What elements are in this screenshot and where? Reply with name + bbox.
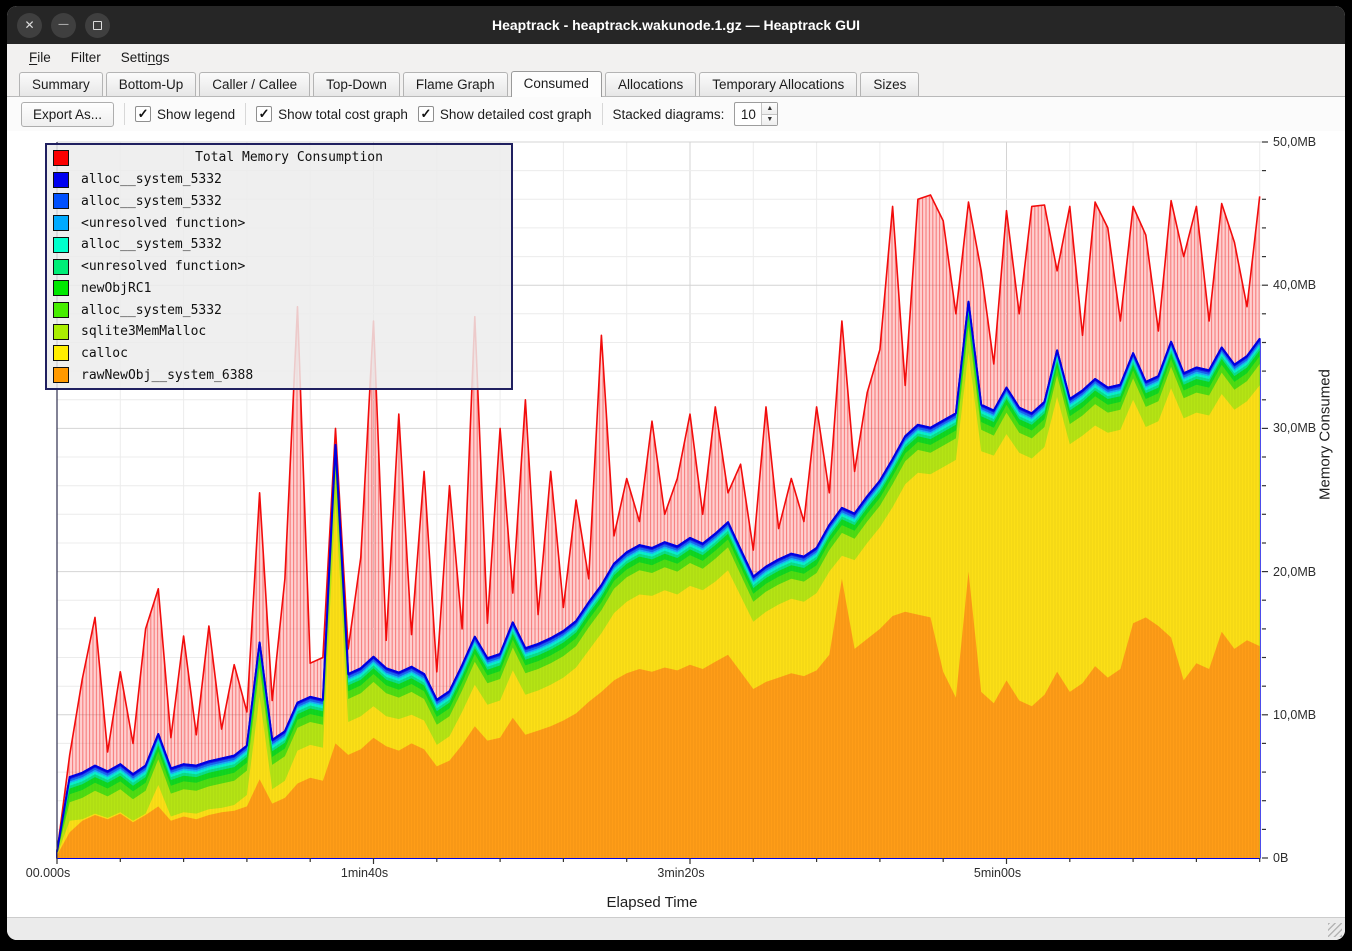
tab-consumed[interactable]: Consumed (510, 71, 602, 97)
legend-label: Total Memory Consumption (195, 150, 383, 166)
legend-swatch (53, 236, 69, 253)
checkbox-show-detailed-cost-graph[interactable]: ✓ Show detailed cost graph (417, 106, 592, 122)
legend-item: alloc__system_5332 (50, 234, 509, 256)
checkbox-label: Show legend (157, 106, 236, 122)
x-axis-title: Elapsed Time (606, 894, 698, 911)
x-axis-tick-label: 5min00s (973, 866, 1022, 880)
legend-label: <unresolved function> (81, 259, 246, 275)
legend-swatch (53, 280, 69, 297)
window-controls: ✕ — (17, 6, 110, 44)
resize-grip-icon[interactable] (1328, 923, 1342, 937)
stacked-diagrams-label: Stacked diagrams: (612, 106, 725, 122)
legend-label: alloc__system_5332 (81, 237, 222, 253)
spinner-up-icon[interactable]: ▲ (762, 103, 778, 115)
legend-swatch (53, 323, 69, 340)
toolbar: Export As... ✓ Show legend ✓ Show total co… (7, 97, 1345, 131)
y-axis-tick-label: 40,0MB (1273, 278, 1317, 293)
legend-label: rawNewObj__system_6388 (81, 367, 254, 383)
tab-flame-graph[interactable]: Flame Graph (402, 72, 508, 96)
y-axis-tick-label: 20,0MB (1273, 564, 1317, 579)
legend-item: alloc__system_5332 (50, 169, 509, 191)
minimize-icon: — (58, 19, 69, 30)
legend-label: alloc__system_5332 (81, 193, 222, 209)
y-axis-tick-label: 0B (1273, 851, 1289, 865)
checkbox-show-total-cost-graph[interactable]: ✓ Show total cost graph (256, 106, 408, 122)
stacked-diagrams-spinner[interactable]: 10 ▲ ▼ (734, 102, 779, 126)
legend-label: newObjRC1 (81, 280, 152, 296)
titlebar[interactable]: ✕ — Heaptrack - heaptrack.wakunode.1.gz … (7, 6, 1345, 44)
legend-item: alloc__system_5332 (50, 299, 509, 321)
legend-swatch (53, 149, 69, 166)
legend-swatch (53, 302, 69, 318)
legend-item: rawNewObj__system_6388 (50, 364, 509, 386)
tab-bar: Summary Bottom-Up Caller / Callee Top-Down F… (7, 70, 1345, 97)
legend-swatch (53, 345, 69, 362)
legend-label: calloc (81, 345, 128, 361)
toolbar-separator (124, 103, 126, 125)
y-axis-title: Memory Consumed (1316, 369, 1334, 500)
export-as-button[interactable]: Export As... (21, 101, 115, 127)
x-axis-tick-label: 00.000s (25, 866, 71, 880)
x-axis-tick-label: 1min40s (340, 866, 389, 880)
stacked-diagrams-value: 10 (740, 106, 756, 122)
window-title: Heaptrack - heaptrack.wakunode.1.gz — He… (491, 17, 860, 33)
legend-swatch (53, 367, 69, 384)
checkmark-icon: ✓ (417, 106, 434, 122)
menu-filter[interactable]: Filter (70, 49, 101, 65)
consumed-chart-area: Total Memory Consumption alloc__system_53… (7, 131, 1345, 917)
legend-item: alloc__system_5332 (50, 190, 509, 212)
checkbox-label: Show total cost graph (278, 106, 408, 122)
menu-file[interactable]: File (29, 49, 51, 65)
legend-swatch (53, 171, 69, 188)
legend-swatch (53, 193, 69, 210)
legend-label: alloc__system_5332 (81, 302, 222, 318)
legend-label: sqlite3MemMalloc (81, 324, 207, 340)
minimize-button[interactable]: — (51, 12, 76, 38)
checkmark-icon: ✓ (256, 106, 273, 122)
close-button[interactable]: ✕ (17, 12, 42, 38)
legend-item: sqlite3MemMalloc (50, 321, 509, 343)
menu-settings[interactable]: Settings (120, 49, 170, 65)
maximize-button[interactable] (85, 12, 110, 38)
tab-allocations[interactable]: Allocations (604, 72, 697, 96)
spinner-down-icon[interactable]: ▼ (762, 114, 778, 125)
legend-swatch (53, 215, 69, 232)
maximize-icon (93, 20, 102, 30)
legend-title-row: Total Memory Consumption (50, 147, 509, 169)
chart-legend: Total Memory Consumption alloc__system_53… (45, 143, 513, 390)
x-axis-tick-label: 3min20s (657, 866, 705, 880)
memory-consumption-chart[interactable] (7, 131, 1345, 917)
close-icon: ✕ (24, 18, 35, 32)
legend-item: newObjRC1 (50, 277, 509, 299)
legend-item: calloc (50, 343, 509, 365)
heaptrack-window: ✕ — Heaptrack - heaptrack.wakunode.1.gz … (7, 6, 1345, 940)
legend-item: <unresolved function> (50, 212, 509, 234)
tab-sizes[interactable]: Sizes (860, 72, 920, 96)
checkbox-show-legend[interactable]: ✓ Show legend (135, 106, 235, 122)
status-bar (7, 917, 1345, 940)
checkbox-label: Show detailed cost graph (439, 106, 592, 122)
tab-bottom-up[interactable]: Bottom-Up (105, 72, 197, 96)
menubar: File Filter Settings (7, 44, 1345, 70)
tab-caller-callee[interactable]: Caller / Callee (199, 72, 311, 96)
legend-item: <unresolved function> (50, 256, 509, 278)
checkmark-icon: ✓ (135, 106, 152, 122)
tab-temporary-allocations[interactable]: Temporary Allocations (699, 72, 858, 96)
y-axis-tick-label: 50,0MB (1273, 135, 1317, 149)
y-axis-tick-label: 30,0MB (1273, 421, 1317, 436)
toolbar-separator (601, 103, 603, 125)
tab-top-down[interactable]: Top-Down (313, 72, 400, 96)
legend-swatch (53, 258, 69, 275)
legend-label: alloc__system_5332 (81, 172, 222, 188)
tab-summary[interactable]: Summary (19, 72, 103, 96)
legend-label: <unresolved function> (81, 215, 246, 231)
y-axis-tick-label: 10,0MB (1273, 707, 1317, 722)
toolbar-separator (245, 103, 247, 125)
